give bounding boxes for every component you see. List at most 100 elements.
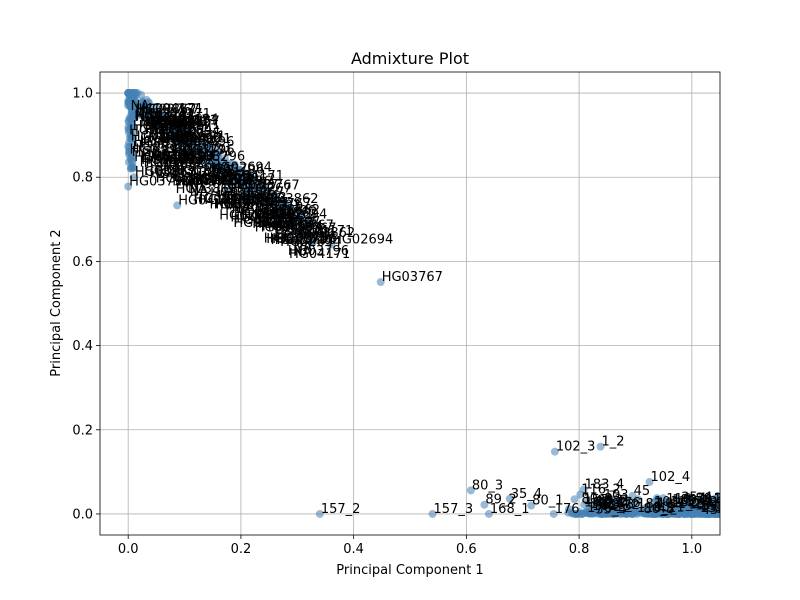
point-label: NA xyxy=(255,195,274,210)
sample-point xyxy=(129,163,138,172)
point-label: HG03 xyxy=(167,152,203,167)
point-label: HG04171 xyxy=(143,132,204,147)
sample-point xyxy=(661,509,670,518)
point-label: HG03796 xyxy=(203,162,264,177)
sample-point xyxy=(237,175,246,184)
point-label: HG04171 xyxy=(159,118,220,133)
sample-point xyxy=(211,151,220,160)
point-label: NA xyxy=(146,110,165,125)
point-label: 35_4 xyxy=(716,498,747,513)
point-label: HG02694 xyxy=(211,161,272,176)
sample-point xyxy=(249,177,258,186)
sample-point xyxy=(257,186,266,195)
grid-layer xyxy=(100,72,720,535)
point-label: HG03796 xyxy=(211,174,272,189)
point-label: HG03796 xyxy=(255,204,316,219)
point-label: NA xyxy=(212,162,231,177)
sample-point xyxy=(244,184,253,193)
sample-point xyxy=(304,222,313,231)
point-label: HG03796 xyxy=(190,172,251,187)
point-label: HG02694 xyxy=(193,173,254,188)
point-label: HG03767 xyxy=(174,164,235,179)
point-label: HG03767 xyxy=(217,178,278,193)
point-label: 1_2 xyxy=(678,497,701,512)
point-label: HG03862 xyxy=(167,150,228,165)
point-label: HG03796 xyxy=(147,115,208,130)
point-label: 157_3 xyxy=(688,497,728,512)
point-label: HG02694 xyxy=(219,208,280,223)
point-label: HG02694 xyxy=(147,117,208,132)
point-label: HG03767 xyxy=(382,270,443,285)
sample-point xyxy=(650,509,659,518)
point-label: 102_4 xyxy=(651,470,691,485)
sample-point xyxy=(184,128,193,137)
labeled-sample-point xyxy=(527,501,536,510)
point-label: HG03862 xyxy=(141,153,202,168)
sample-point xyxy=(167,114,176,123)
point-label: HG02694 xyxy=(209,198,270,213)
x-tick-label: 0.6 xyxy=(456,542,477,557)
point-label: 80_1 xyxy=(695,491,726,506)
point-label: NA xyxy=(232,202,251,217)
point-label: HG03 xyxy=(250,191,286,206)
point-label: HG02694 xyxy=(159,124,220,139)
sample-point xyxy=(221,169,230,178)
point-label: HG03796 xyxy=(153,150,214,165)
point-label: HG03 xyxy=(155,127,191,142)
point-label: HG03767 xyxy=(141,147,202,162)
point-label: 89_2 xyxy=(597,494,628,509)
tick-layer: 0.0 0.2 0.4 0.6 0.8 1.0 0.0 0.2 0.4 0.6 0.8 1.0 xyxy=(72,87,702,557)
y-tick-label: 0.6 xyxy=(72,255,93,270)
sample-point xyxy=(200,145,209,154)
sample-point xyxy=(174,138,183,147)
labeled-sample-point xyxy=(484,509,493,518)
point-label: 102_3 xyxy=(711,496,751,511)
point-label: HG03 xyxy=(144,164,180,179)
labeled-sample-point xyxy=(222,186,231,195)
point-label: HG03767 xyxy=(228,196,289,211)
point-label: HG03 xyxy=(257,216,293,231)
point-label: HG03862 xyxy=(259,203,320,218)
point-label: 1_2 xyxy=(602,435,625,450)
point-label: HG03767 xyxy=(259,215,320,230)
chart-title: Admixture Plot xyxy=(351,49,469,68)
point-label: HG03796 xyxy=(276,231,337,246)
labeled-sample-point xyxy=(276,216,285,225)
sample-point xyxy=(675,502,684,511)
point-label: 1_2 xyxy=(699,492,722,507)
sample-point xyxy=(153,117,162,126)
point-label: HG03 xyxy=(159,153,195,168)
sample-point xyxy=(662,498,671,507)
x-tick-label: 0.8 xyxy=(569,542,590,557)
point-label: NA xyxy=(293,240,312,255)
point-label: 1_2 xyxy=(686,493,709,508)
point-label: 103 xyxy=(654,495,679,510)
point-label: HG03 xyxy=(184,140,220,155)
point-label: HG04171 xyxy=(150,107,211,122)
point-label: 80_1 xyxy=(653,500,684,515)
point-label: NA xyxy=(293,245,312,260)
labeled-sample-point xyxy=(376,278,385,287)
labeled-sample-point xyxy=(466,486,475,495)
point-label: HG04171 xyxy=(190,173,251,188)
point-label: HG04171 xyxy=(142,102,203,117)
point-label: HG03796 xyxy=(221,192,282,207)
point-label: HG03767 xyxy=(159,115,220,130)
labeled-sample-point xyxy=(549,509,558,518)
point-label: HG03862 xyxy=(176,182,237,197)
labeled-sample-point xyxy=(598,496,607,505)
point-label: HG03862 xyxy=(130,143,191,158)
point-label: NA xyxy=(149,122,168,137)
point-label: HG03796 xyxy=(129,174,190,189)
sample-point xyxy=(124,123,133,132)
point-label: 35_4 xyxy=(595,502,626,517)
point-label: HG03 xyxy=(145,117,181,132)
point-label: HG03862 xyxy=(233,216,294,231)
point-label: NA xyxy=(220,199,239,214)
sample-point xyxy=(292,209,301,218)
point-label: HG03 xyxy=(232,194,268,209)
point-label: HG03767 xyxy=(223,185,284,200)
point-label: NA xyxy=(259,208,278,223)
sample-point xyxy=(175,130,184,139)
sample-point xyxy=(580,500,589,509)
